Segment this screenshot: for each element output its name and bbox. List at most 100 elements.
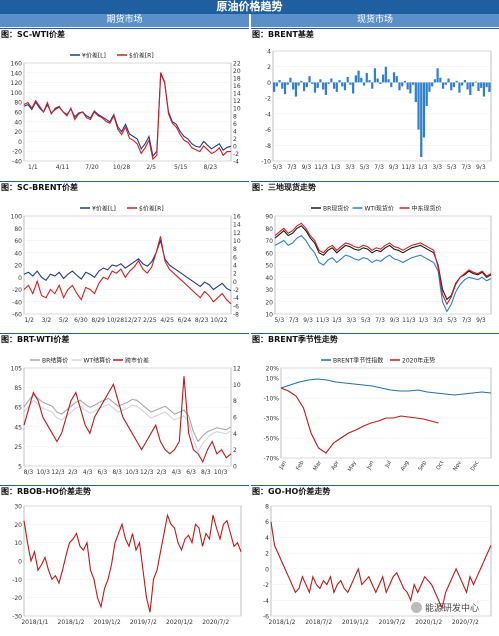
y-right-tick-label: 0 xyxy=(233,143,237,150)
bar xyxy=(362,82,366,86)
x-tick-label: 12/3 xyxy=(51,469,65,476)
legend-label: BR现货价 xyxy=(323,205,349,213)
legend-label: $价差[R] xyxy=(139,205,164,213)
y-tick-label: 10% xyxy=(266,376,280,383)
bar xyxy=(488,82,491,92)
bar xyxy=(294,82,298,97)
bar xyxy=(305,82,308,88)
x-tick-label: 10/3 xyxy=(36,469,50,476)
bar xyxy=(335,82,338,92)
x-tick-label: 3/2 xyxy=(42,317,52,324)
series-line xyxy=(23,73,232,158)
y-tick-label: 0 xyxy=(267,80,271,87)
series-line xyxy=(23,236,232,305)
x-tick-label: 2018/1/2 xyxy=(269,619,296,626)
bar xyxy=(382,74,385,83)
x-tick-label: 5/3 xyxy=(274,317,284,324)
bar xyxy=(384,66,387,83)
bar xyxy=(480,82,483,88)
x-tick-label: 2020/1/2 xyxy=(166,619,193,626)
watermark-text: 能源研发中心 xyxy=(424,604,479,614)
x-tick-label: 7/3 xyxy=(461,164,471,171)
legend-label: ¥价差[L] xyxy=(82,52,106,60)
y-tick-label: 10 xyxy=(14,540,22,547)
bar xyxy=(425,82,428,106)
y-tick-label: 80 xyxy=(14,100,22,107)
series-line xyxy=(280,378,492,396)
series-line xyxy=(270,521,492,610)
x-tick-label: 7/3 xyxy=(375,317,385,324)
x-tick-label: 8/3 xyxy=(112,469,122,476)
x-tick-label: 5/3 xyxy=(447,164,457,171)
x-tick-label: Oct xyxy=(436,459,446,471)
bar xyxy=(316,82,319,88)
bar xyxy=(406,82,409,90)
y-right-tick-label: 22 xyxy=(233,61,241,68)
x-tick-label: 3/3 xyxy=(433,317,443,324)
x-tick-label: 9/3 xyxy=(476,317,486,324)
y-tick-label: -40 xyxy=(12,299,22,306)
y-tick-label: 85 xyxy=(14,385,22,392)
y-tick-label: 4 xyxy=(267,49,271,56)
bar xyxy=(273,82,276,92)
y-tick-label: -40 xyxy=(12,159,22,166)
y-tick-label: 90 xyxy=(265,214,273,221)
bar xyxy=(286,82,289,85)
x-tick-label: 7/3 xyxy=(374,164,384,171)
y-right-tick-label: -2 xyxy=(233,287,239,294)
x-tick-label: 1/3 xyxy=(418,164,428,171)
x-tick-label: 8/23 xyxy=(195,317,209,324)
x-tick-label: 9/3 xyxy=(302,164,312,171)
series-line xyxy=(274,222,492,306)
x-tick-label: 2/3 xyxy=(68,469,78,476)
x-tick-label: 8/3 xyxy=(201,469,211,476)
panel-brt-wti: 图：BRT-WTI价差 105 85 65 45 25 5 12 10 8 6 4 2 0 8/3 10/3… xyxy=(0,333,249,485)
bar xyxy=(365,73,368,83)
panel-go-ho: 图：GO-HO价差走势 8 6 4 2 0 -2 -4 -6 2018/1/2 2018/7/2 2… xyxy=(251,485,499,631)
x-tick-label: 10/28 xyxy=(113,164,130,171)
bar xyxy=(428,82,431,92)
y-right-tick-label: 8 xyxy=(233,113,237,120)
brent-seasonal-chart: 20% 10% -10% -30% -50% -70%Jan Feb Mar Apr May Jun… xyxy=(263,357,492,473)
bar xyxy=(289,77,292,83)
x-tick-label: 2/3 xyxy=(157,469,167,476)
y-tick-label: 45 xyxy=(14,424,22,431)
y-tick-label: 60 xyxy=(14,110,22,117)
panel-rbob-ho: 图：RBOB-HO价差走势 30 20 10 0 -10 -20 -30 2018/1/1 20… xyxy=(0,485,249,631)
y-tick-label: 80 xyxy=(14,226,22,233)
panel-sc-brent: 图：SC-BRENT价差 100 80 60 40 20 0 -20 -40 -60 16 14 12… xyxy=(0,181,249,333)
panel-title: 图：BRENT基差 xyxy=(252,30,314,39)
x-tick-label: 2/25 xyxy=(143,317,157,324)
series-line xyxy=(23,513,242,613)
legend-label: 中东现货价 xyxy=(412,205,442,213)
bar xyxy=(349,82,352,85)
series-line xyxy=(23,399,232,453)
y-tick-label: 0 xyxy=(265,566,269,573)
legend-label: WTI现货价 xyxy=(365,205,394,213)
bar xyxy=(461,82,464,86)
x-tick-label: 8/3 xyxy=(24,469,34,476)
bar xyxy=(439,77,442,83)
bar xyxy=(354,75,357,83)
series-line xyxy=(280,387,439,454)
y-tick-label: 80 xyxy=(265,226,273,233)
x-tick-label: 2019/1/2 xyxy=(342,619,369,626)
x-tick-label: 10/3 xyxy=(214,469,228,476)
brent-basis-chart: 420-2-4-6-8-105/3 7/3 9/3 11/3 1/3 3/3 5/3 7/3 9… xyxy=(261,49,492,171)
y-tick-label: 2 xyxy=(267,64,271,71)
bar xyxy=(352,82,355,94)
bar xyxy=(414,82,417,103)
y-tick-label: -2 xyxy=(263,582,269,589)
y-tick-label: -2 xyxy=(265,96,271,103)
x-tick-label: 5/3 xyxy=(361,317,371,324)
x-tick-label: 3/3 xyxy=(432,164,442,171)
bar xyxy=(332,82,336,89)
y-tick-label: 120 xyxy=(11,80,23,87)
panel-title: 图：SC-WTI价差 xyxy=(1,30,66,39)
y-tick-label: 25 xyxy=(14,444,22,451)
y-right-tick-label: -6 xyxy=(233,303,239,310)
series-line xyxy=(274,234,492,313)
plot-frame xyxy=(280,367,492,459)
y-tick-label: 60 xyxy=(265,250,273,257)
